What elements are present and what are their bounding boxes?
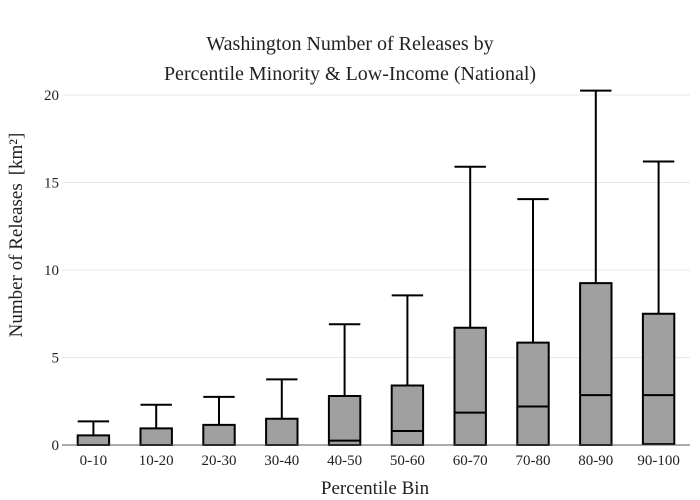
x-tick-label: 0-10 <box>80 453 108 469</box>
y-tick-label: 20 <box>44 88 59 104</box>
y-tick-label: 5 <box>52 351 60 367</box>
x-tick-label: 30-40 <box>264 453 299 469</box>
box-iqr <box>265 417 299 446</box>
y-axis-title: Number of Releases [km²] <box>6 133 27 338</box>
box-0-10 <box>76 420 111 446</box>
x-tick-label: 20-30 <box>202 453 237 469</box>
x-axis-title: Percentile Bin <box>321 478 430 499</box>
chart-title: Washington Number of Releases by Percent… <box>164 33 536 85</box>
x-tick-label: 90-100 <box>637 453 680 469</box>
x-tick-label: 40-50 <box>327 453 362 469</box>
box-iqr <box>327 395 362 446</box>
y-axis-title-text: Number of Releases <box>6 183 27 337</box>
x-tick-label: 50-60 <box>390 453 425 469</box>
box-10-20 <box>139 403 173 446</box>
box-series <box>76 89 676 446</box>
x-axis-ticks: 0-10 10-20 20-30 30-40 40-50 50-60 60-70 70-80 8… <box>80 453 680 469</box>
box-iqr <box>516 341 550 446</box>
x-tick-label: 10-20 <box>139 453 174 469</box>
y-axis-ticks: 0 5 10 15 20 <box>44 88 59 454</box>
chart-title-line-2: Percentile Minority & Low-Income (Nation… <box>164 63 536 85</box>
chart-title-line-1: Washington Number of Releases by <box>206 33 493 55</box>
box-80-90 <box>579 89 613 446</box>
y-axis-title-unit: [km²] <box>6 133 27 176</box>
x-tick-label: 70-80 <box>516 453 551 469</box>
y-tick-label: 15 <box>44 176 59 192</box>
box-iqr <box>453 326 487 446</box>
box-20-30 <box>202 395 236 446</box>
box-iqr <box>390 384 425 446</box>
box-iqr <box>579 282 613 446</box>
box-iqr <box>641 312 676 446</box>
box-iqr <box>139 427 173 446</box>
box-30-40 <box>265 378 299 446</box>
box-90-100 <box>641 160 676 446</box>
y-tick-label: 0 <box>52 438 60 454</box>
box-iqr <box>202 423 236 446</box>
box-iqr <box>76 434 111 446</box>
box-70-80 <box>516 198 550 446</box>
box-50-60 <box>390 294 425 446</box>
y-tick-label: 10 <box>44 263 59 279</box>
x-tick-label: 60-70 <box>453 453 488 469</box>
box-40-50 <box>327 323 362 446</box>
x-tick-label: 80-90 <box>578 453 613 469</box>
box-60-70 <box>453 165 487 446</box>
